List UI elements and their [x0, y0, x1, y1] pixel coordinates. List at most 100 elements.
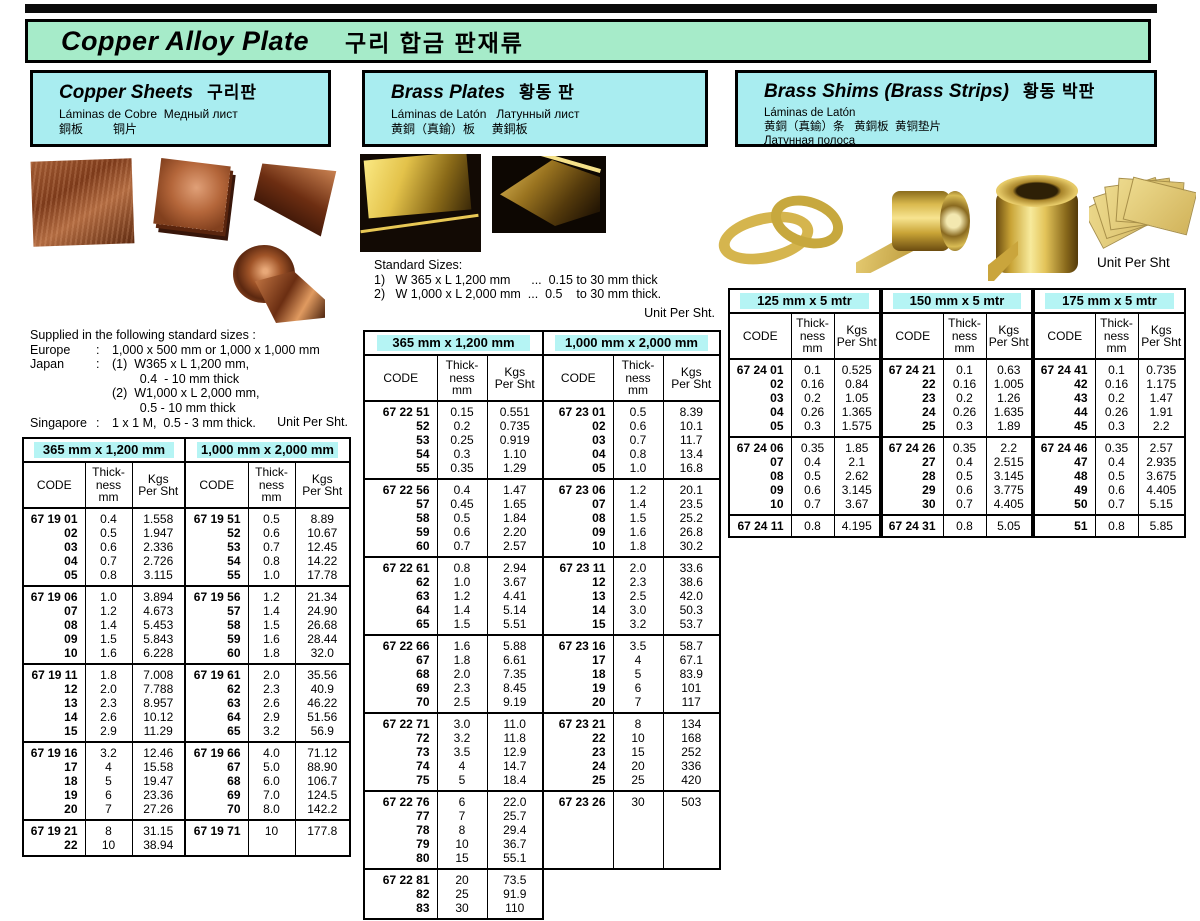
kgs-cell: 0.551 — [486, 400, 543, 419]
thickness-cell: 4 — [84, 760, 132, 774]
kgs-cell: 1.89 — [985, 419, 1033, 437]
table-row: 74 4 14.7 24 20 336 — [363, 759, 721, 773]
brass-sheet-photo — [492, 156, 606, 233]
thickness-cell: 0.16 — [790, 377, 834, 391]
kgs-cell — [294, 838, 351, 857]
kgs-cell: 3.115 — [131, 568, 185, 586]
kgs-cell — [662, 851, 721, 869]
kgs-cell: 2.726 — [131, 554, 185, 568]
kgs-cell: 3.675 — [1137, 469, 1186, 483]
table-row: 05 0.8 3.115 55 1.0 17.78 — [22, 568, 351, 586]
thickness-cell: 4 — [436, 759, 487, 773]
table-row: 78 8 29.4 — [363, 823, 721, 837]
code-cell: 15 — [542, 617, 613, 635]
table-row: 77 7 25.7 — [363, 809, 721, 823]
code-cell: 65 — [184, 724, 248, 742]
thickness-column-header: Thick- ness mm — [942, 313, 986, 360]
kgs-column-header: Kgs Per Sht — [833, 313, 881, 360]
thickness-cell: 0.6 — [436, 525, 487, 539]
thickness-cell: 0.26 — [942, 405, 986, 419]
code-cell: 74 — [363, 759, 437, 773]
code-cell: 67 19 56 — [184, 585, 248, 604]
code-cell: 10 — [22, 646, 85, 664]
size-header-label: 150 mm x 5 mtr — [892, 293, 1022, 309]
kgs-cell: 4.41 — [486, 589, 543, 603]
kgs-cell: 17.78 — [294, 568, 351, 586]
kgs-cell: 83.9 — [662, 667, 721, 681]
kgs-cell: 2.62 — [833, 469, 881, 483]
code-cell: 43 — [1031, 391, 1095, 405]
thickness-cell: 25 — [612, 773, 663, 791]
code-cell: 30 — [879, 497, 943, 515]
kgs-cell — [662, 823, 721, 837]
copper-stack-photo — [149, 156, 238, 244]
thickness-cell: 2.0 — [84, 682, 132, 696]
copper-sheets-header: Copper Sheets 구리판 Láminas de Cobre Медны… — [30, 70, 331, 147]
code-cell: 67 22 76 — [363, 790, 437, 809]
code-cell: 02 — [22, 526, 85, 540]
copper-subtitle-line: Láminas de Cobre Медный лист — [59, 107, 238, 121]
code-cell: 67 24 46 — [1031, 436, 1095, 455]
thickness-cell — [612, 809, 663, 823]
table-row: 64 1.4 5.14 14 3.0 50.3 — [363, 603, 721, 617]
thickness-cell: 7 — [612, 695, 663, 713]
kgs-cell: 13.4 — [662, 447, 721, 461]
code-cell: 08 — [542, 511, 613, 525]
kgs-cell: 19.47 — [131, 774, 185, 788]
table-row: 09 0.6 3.145 29 0.6 3.775 49 0.6 4.405 — [728, 483, 1186, 497]
code-cell: 67 — [184, 760, 248, 774]
size-header: 175 mm x 5 mtr — [1031, 288, 1186, 314]
unit-per-sht-label: Unit Per Sht — [1097, 255, 1170, 270]
size-header: 125 mm x 5 mtr — [728, 288, 881, 314]
copper-sheets-title-en: Copper Sheets — [59, 82, 194, 103]
brass-subtitle-line: Láminas de Latón Латунный лист — [391, 107, 580, 121]
table-row: 67 22 76 6 22.0 67 23 26 30 503 — [363, 790, 721, 809]
table-row: 02 0.16 0.84 22 0.16 1.005 42 0.16 1.175 — [728, 377, 1186, 391]
kgs-cell: 11.8 — [486, 731, 543, 745]
thickness-cell: 10 — [612, 731, 663, 745]
kgs-cell: 7.008 — [131, 663, 185, 682]
code-cell: 04 — [542, 447, 613, 461]
kgs-cell: 1.575 — [833, 419, 881, 437]
code-cell: 49 — [1031, 483, 1095, 497]
kgs-cell — [662, 809, 721, 823]
kgs-cell: 36.7 — [486, 837, 543, 851]
thickness-column-header: Thick- ness mm — [612, 355, 663, 402]
kgs-cell: 2.1 — [833, 455, 881, 469]
thickness-cell: 0.16 — [1094, 377, 1138, 391]
thickness-cell: 0.4 — [942, 455, 986, 469]
thickness-cell: 2.6 — [84, 710, 132, 724]
thickness-cell: 1.4 — [436, 603, 487, 617]
code-cell: 67 22 56 — [363, 478, 437, 497]
thickness-cell: 2.5 — [436, 695, 487, 713]
standard-size-row: Singapore:1 x 1 M, 0.5 - 3 mm thick. — [30, 415, 256, 430]
code-cell: 83 — [363, 901, 437, 920]
code-column-header: CODE — [542, 355, 613, 402]
thickness-cell: 1.6 — [436, 634, 487, 653]
thickness-cell: 30 — [436, 901, 487, 920]
thickness-cell: 6.0 — [247, 774, 295, 788]
code-cell: 69 — [184, 788, 248, 802]
code-cell: 67 24 41 — [1031, 358, 1095, 377]
code-cell: 80 — [363, 851, 437, 869]
code-cell — [542, 851, 613, 869]
brass-plates-title-ko: 황동 판 — [519, 83, 575, 102]
kgs-cell: 2.20 — [486, 525, 543, 539]
thickness-cell: 15 — [612, 745, 663, 759]
code-cell: 65 — [363, 617, 437, 635]
kgs-cell: 134 — [662, 712, 721, 731]
thickness-cell: 1.2 — [247, 585, 295, 604]
brass-plates-header: Brass Plates 황동 판 Láminas de Latón Латун… — [362, 70, 708, 147]
code-cell: 22 — [542, 731, 613, 745]
copper-coil-photo — [221, 241, 327, 324]
thickness-cell: 0.8 — [790, 514, 834, 538]
kgs-cell: 0.84 — [833, 377, 881, 391]
kgs-cell: 142.2 — [294, 802, 351, 820]
table-row: 79 10 36.7 — [363, 837, 721, 851]
code-cell: 04 — [22, 554, 85, 568]
kgs-cell: 106.7 — [294, 774, 351, 788]
thickness-cell: 6 — [436, 790, 487, 809]
thickness-cell: 0.26 — [1094, 405, 1138, 419]
table-row: 63 1.2 4.41 13 2.5 42.0 — [363, 589, 721, 603]
table-row: 72 3.2 11.8 22 10 168 — [363, 731, 721, 745]
